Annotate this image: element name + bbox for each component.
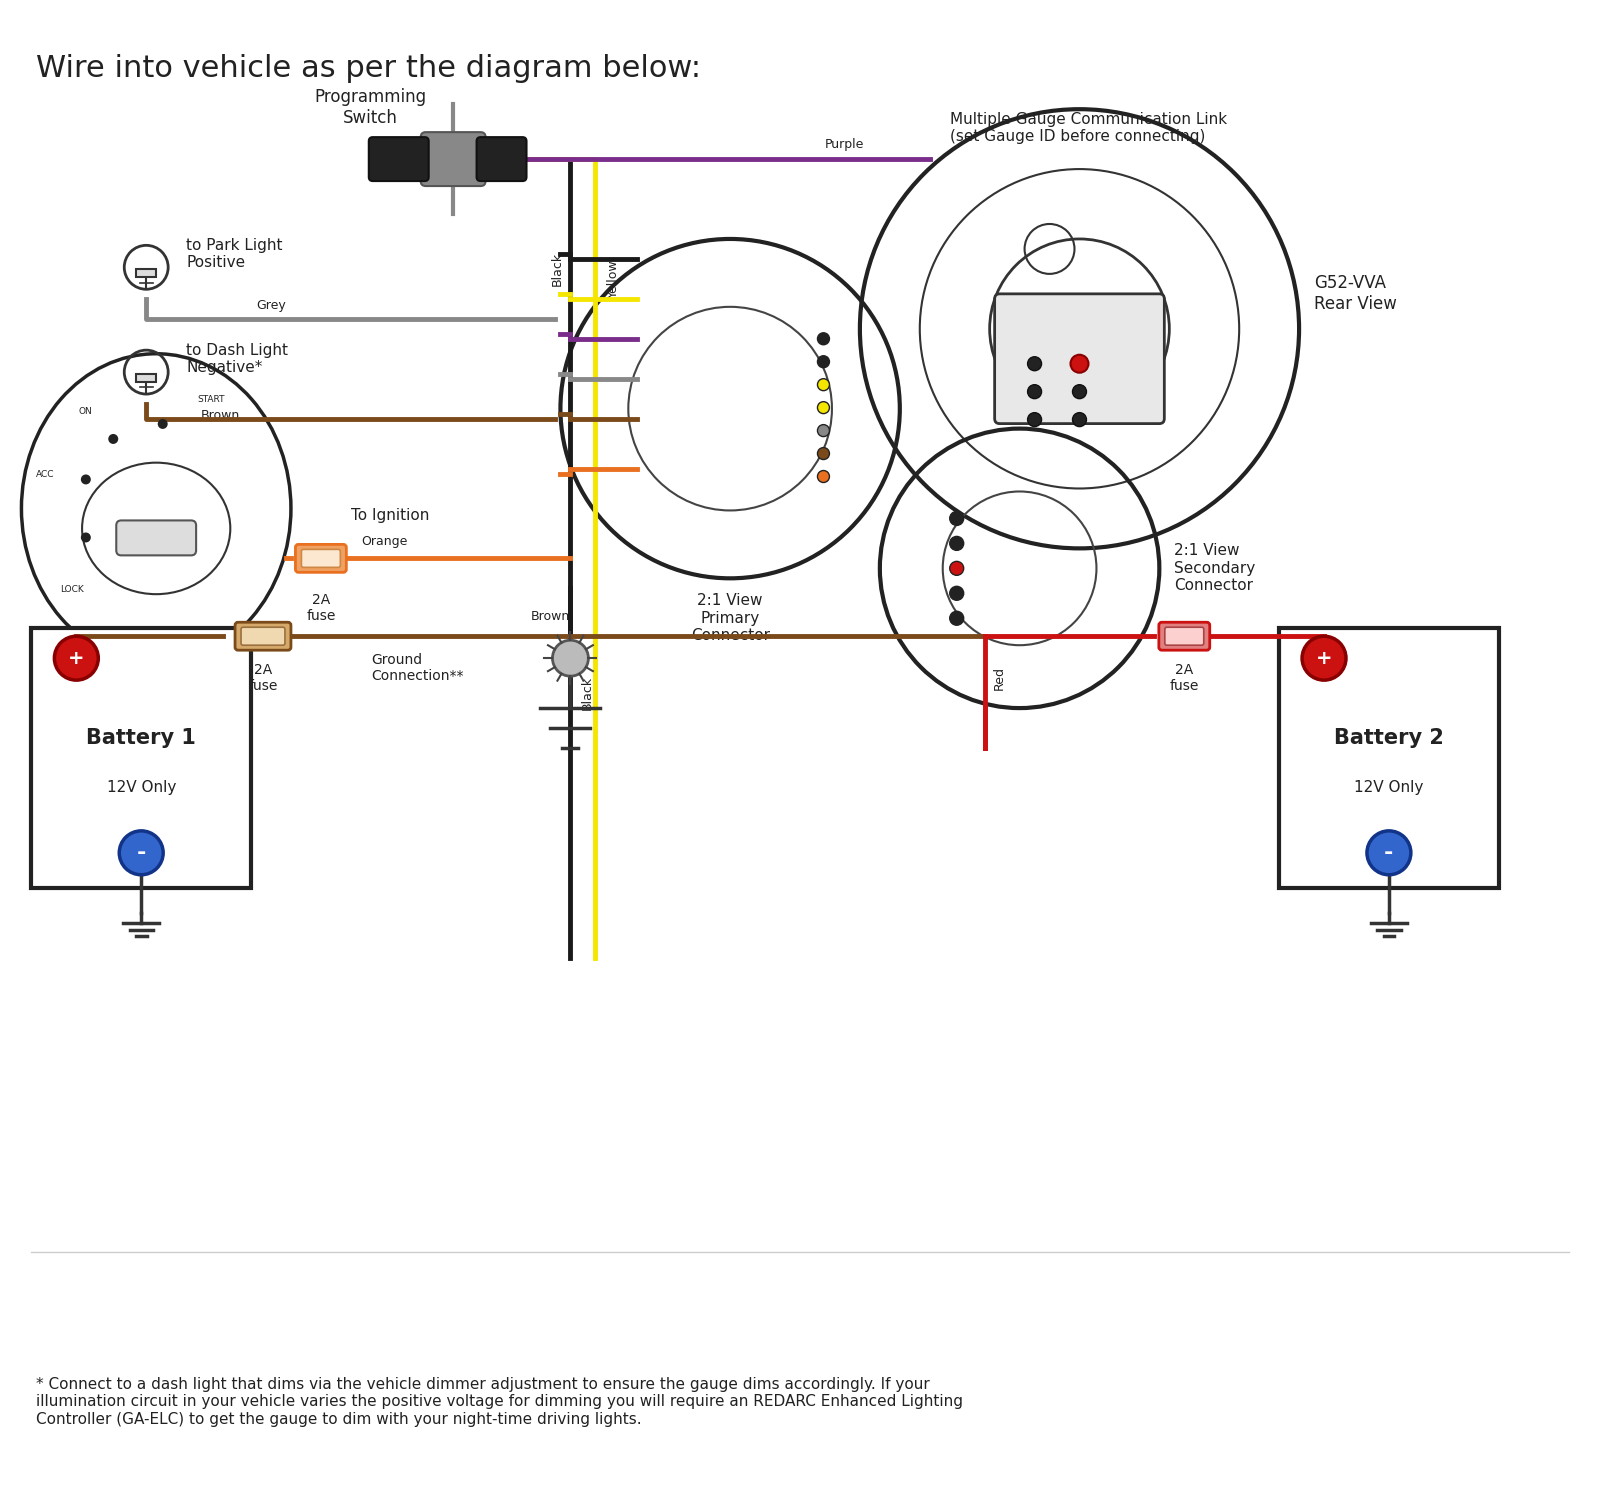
Text: Multiple Gauge Communication Link
(set Gauge ID before connecting): Multiple Gauge Communication Link (set G… — [950, 112, 1227, 145]
Bar — [136, 270, 157, 277]
Circle shape — [818, 333, 829, 345]
Text: -: - — [136, 843, 146, 863]
Circle shape — [1027, 357, 1042, 371]
Circle shape — [82, 475, 91, 484]
Circle shape — [1072, 413, 1086, 427]
Circle shape — [818, 379, 829, 391]
FancyBboxPatch shape — [477, 137, 526, 181]
Circle shape — [1027, 413, 1042, 427]
FancyBboxPatch shape — [368, 137, 429, 181]
Circle shape — [818, 448, 829, 460]
Text: 2A
fuse: 2A fuse — [248, 664, 278, 694]
Circle shape — [950, 511, 963, 525]
Bar — [136, 374, 157, 382]
Circle shape — [1027, 385, 1042, 398]
Circle shape — [1072, 385, 1086, 398]
Text: Battery 1: Battery 1 — [86, 728, 197, 748]
Text: 2:1 View
Secondary
Connector: 2:1 View Secondary Connector — [1174, 543, 1256, 593]
Text: Black: Black — [550, 252, 563, 287]
FancyBboxPatch shape — [296, 544, 346, 573]
Text: To Ignition: To Ignition — [350, 508, 429, 523]
Circle shape — [1072, 357, 1086, 371]
Text: to Park Light
Positive: to Park Light Positive — [186, 238, 283, 270]
Text: G52-VVA
Rear View: G52-VVA Rear View — [1314, 274, 1397, 314]
Text: Grey: Grey — [256, 299, 286, 312]
FancyBboxPatch shape — [242, 627, 285, 645]
Text: START: START — [197, 395, 226, 404]
Text: Ground
Connection**: Ground Connection** — [371, 653, 464, 683]
Text: Wire into vehicle as per the diagram below:: Wire into vehicle as per the diagram bel… — [37, 54, 701, 83]
Circle shape — [158, 419, 168, 428]
Text: Brown: Brown — [202, 409, 240, 422]
Text: to Dash Light
Negative*: to Dash Light Negative* — [186, 342, 288, 375]
Text: Orange: Orange — [362, 535, 406, 549]
Circle shape — [818, 401, 829, 413]
Text: * Connect to a dash light that dims via the vehicle dimmer adjustment to ensure : * Connect to a dash light that dims via … — [37, 1377, 963, 1427]
Text: Brown: Brown — [531, 611, 570, 623]
Text: LOCK: LOCK — [61, 585, 83, 594]
Text: Programming
Switch: Programming Switch — [315, 89, 427, 127]
Circle shape — [120, 831, 163, 875]
Circle shape — [818, 356, 829, 368]
Text: Purple: Purple — [826, 139, 864, 151]
Text: 2A
fuse: 2A fuse — [1170, 664, 1198, 694]
Text: +: + — [69, 648, 85, 668]
FancyBboxPatch shape — [995, 294, 1165, 424]
Circle shape — [818, 425, 829, 437]
Text: Red: Red — [992, 667, 1006, 691]
FancyBboxPatch shape — [421, 133, 485, 185]
Text: 12V Only: 12V Only — [1354, 781, 1424, 795]
Circle shape — [950, 611, 963, 626]
Circle shape — [818, 470, 829, 483]
Text: 2A
fuse: 2A fuse — [306, 593, 336, 623]
Text: ON: ON — [78, 407, 93, 416]
Circle shape — [950, 587, 963, 600]
Text: Black: Black — [581, 676, 594, 710]
FancyBboxPatch shape — [1278, 629, 1499, 888]
Text: 2:1 View
Primary
Connector: 2:1 View Primary Connector — [691, 593, 770, 642]
Text: Battery 2: Battery 2 — [1334, 728, 1443, 748]
FancyBboxPatch shape — [32, 629, 251, 888]
FancyBboxPatch shape — [301, 549, 341, 567]
Circle shape — [1070, 354, 1088, 372]
FancyBboxPatch shape — [117, 520, 197, 555]
Circle shape — [950, 537, 963, 550]
Circle shape — [109, 434, 118, 443]
Text: -: - — [1384, 843, 1394, 863]
FancyBboxPatch shape — [235, 623, 291, 650]
Circle shape — [1366, 831, 1411, 875]
FancyBboxPatch shape — [1165, 627, 1203, 645]
Circle shape — [950, 561, 963, 576]
Circle shape — [1302, 636, 1346, 680]
Text: Yellow: Yellow — [608, 259, 621, 299]
Text: 12V Only: 12V Only — [107, 781, 176, 795]
Circle shape — [54, 636, 98, 680]
Circle shape — [552, 641, 589, 676]
FancyBboxPatch shape — [1158, 623, 1210, 650]
Circle shape — [82, 532, 91, 543]
Text: +: + — [1315, 648, 1333, 668]
Text: ACC: ACC — [37, 470, 54, 480]
